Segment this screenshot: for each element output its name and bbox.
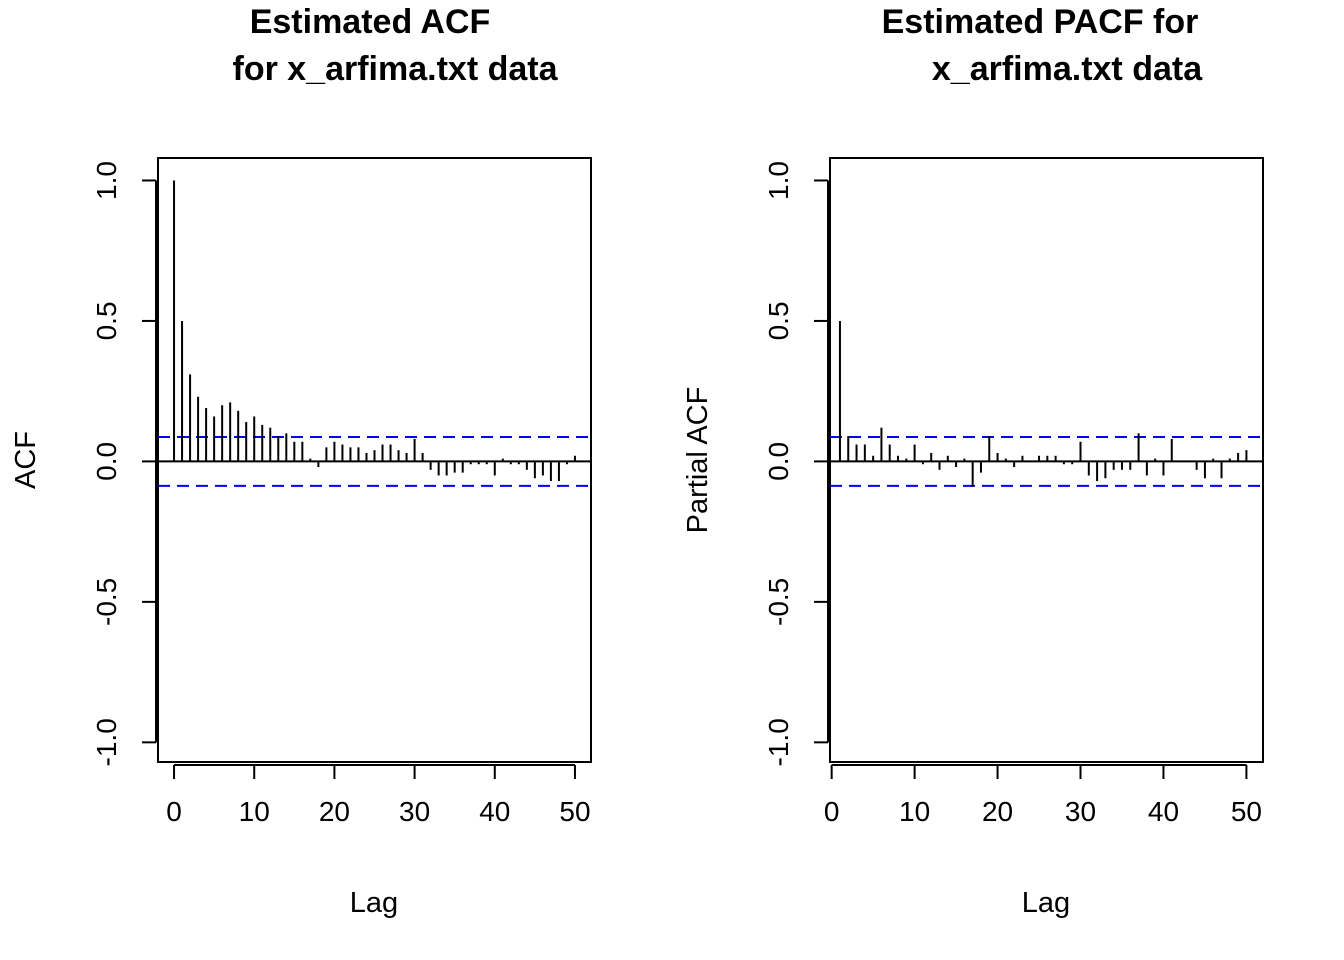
acf-plot-frame (157, 157, 592, 763)
acf-y-tick-label-0: -1.0 (91, 718, 122, 766)
pacf-panel: Estimated PACF for x_arfima.txt data 0 10… (682, 3, 1264, 919)
acf-x-tick-label-40: 40 (479, 796, 510, 827)
pacf-y-tick-label-4: 1.0 (763, 161, 794, 200)
pacf-title-line-2: x_arfima.txt data (932, 50, 1203, 88)
pacf-x-tick-label-50: 50 (1231, 796, 1262, 827)
acf-x-tick-label-10: 10 (239, 796, 270, 827)
acf-x-tick-label-0: 0 (166, 796, 182, 827)
acf-plot-area: 0 10 20 30 40 50 -1.0 -0.5 0.0 0.5 1.0 (91, 157, 592, 827)
pacf-x-tick-label-0: 0 (824, 796, 840, 827)
pacf-x-tick-label-40: 40 (1148, 796, 1179, 827)
acf-y-tick-label-3: 0.5 (91, 301, 122, 340)
pacf-x-axis-label: Lag (1022, 887, 1070, 919)
pacf-x-tick-label-10: 10 (899, 796, 930, 827)
pacf-y-axis-label: Partial ACF (682, 387, 714, 534)
pacf-plot-area: 0 10 20 30 40 50 -1.0 -0.5 0.0 0.5 1.0 (763, 157, 1264, 827)
pacf-title-line-1: Estimated PACF for (882, 3, 1199, 41)
pacf-plot-frame (829, 157, 1264, 763)
acf-title-line-2: for x_arfima.txt data (233, 50, 559, 88)
pacf-y-tick-label-0: -1.0 (763, 718, 794, 766)
pacf-y-tick-label-2: 0.0 (763, 442, 794, 481)
pacf-y-tick-label-1: -0.5 (763, 578, 794, 626)
acf-x-tick-label-50: 50 (559, 796, 590, 827)
pacf-x-tick-label-20: 20 (982, 796, 1013, 827)
acf-x-tick-label-20: 20 (319, 796, 350, 827)
acf-y-tick-label-1: -0.5 (91, 578, 122, 626)
pacf-y-tick-label-3: 0.5 (763, 301, 794, 340)
acf-x-tick-label-30: 30 (399, 796, 430, 827)
acf-panel: Estimated ACF for x_arfima.txt data 0 10 2… (10, 3, 592, 919)
acf-y-tick-label-2: 0.0 (91, 442, 122, 481)
pacf-x-tick-label-30: 30 (1065, 796, 1096, 827)
acf-y-axis-label: ACF (10, 431, 42, 489)
acf-y-tick-label-4: 1.0 (91, 161, 122, 200)
acf-title-line-1: Estimated ACF (250, 3, 491, 41)
acf-x-axis-label: Lag (350, 887, 398, 919)
